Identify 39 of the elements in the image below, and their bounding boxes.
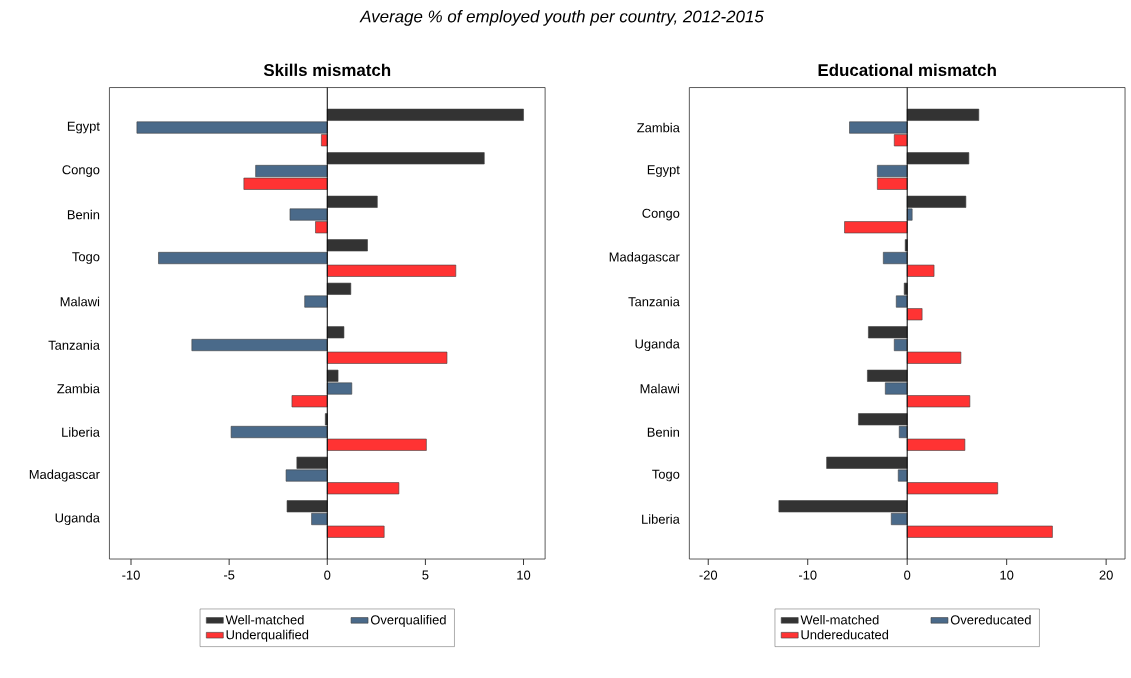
x-tick-label: -20 [699, 570, 718, 580]
x-tick-label: 5 [422, 570, 429, 580]
legend-label: Well-matched [800, 614, 879, 625]
y-tick-label: Egypt [67, 121, 100, 134]
chart-title: Educational mismatch [818, 63, 996, 76]
y-tick-label: Liberia [642, 514, 680, 524]
y-tick-label: Uganda [635, 338, 680, 351]
legend-label: Undereducated [801, 629, 889, 640]
legend-label: Underqualified [226, 629, 309, 642]
x-tick-label: 0 [324, 570, 331, 580]
y-tick-label: Uganda [55, 512, 100, 525]
y-tick-label: Madagascar [29, 469, 100, 482]
text: Average % of employed youth per country, 2012-2015 [359, 9, 764, 26]
y-tick-label: Benin [67, 209, 100, 220]
x-tick-label: -10 [122, 570, 140, 580]
x-tick-label: 20 [1099, 570, 1113, 580]
x-tick-label: 10 [1000, 570, 1014, 580]
y-tick-label: Madagascar [609, 251, 680, 264]
y-tick-label: Liberia [62, 427, 100, 437]
y-tick-label: Tanzania [48, 340, 100, 350]
legend-label: Overqualified [370, 614, 446, 627]
y-tick-label: Zambia [57, 383, 100, 394]
x-tick-label: -10 [798, 570, 817, 580]
y-tick-label: Congo [62, 165, 100, 177]
legend-label: Well-matched [225, 614, 304, 625]
y-tick-label: Zambia [637, 122, 680, 133]
y-tick-label: Togo [72, 252, 100, 264]
y-tick-label: Tanzania [628, 296, 680, 307]
y-tick-label: Malawi [60, 296, 100, 307]
y-tick-label: Togo [652, 469, 680, 482]
y-tick-label: Congo [642, 208, 680, 221]
legend-label: Overeducated [950, 614, 1031, 625]
x-tick-label: 10 [517, 570, 531, 580]
x-tick-label: -5 [223, 570, 235, 580]
y-tick-label: Benin [647, 427, 680, 437]
y-tick-label: Malawi [640, 383, 679, 394]
y-tick-label: Egypt [647, 165, 680, 177]
chart-title: Skills mismatch [263, 63, 391, 76]
x-tick-label: 0 [904, 570, 911, 580]
